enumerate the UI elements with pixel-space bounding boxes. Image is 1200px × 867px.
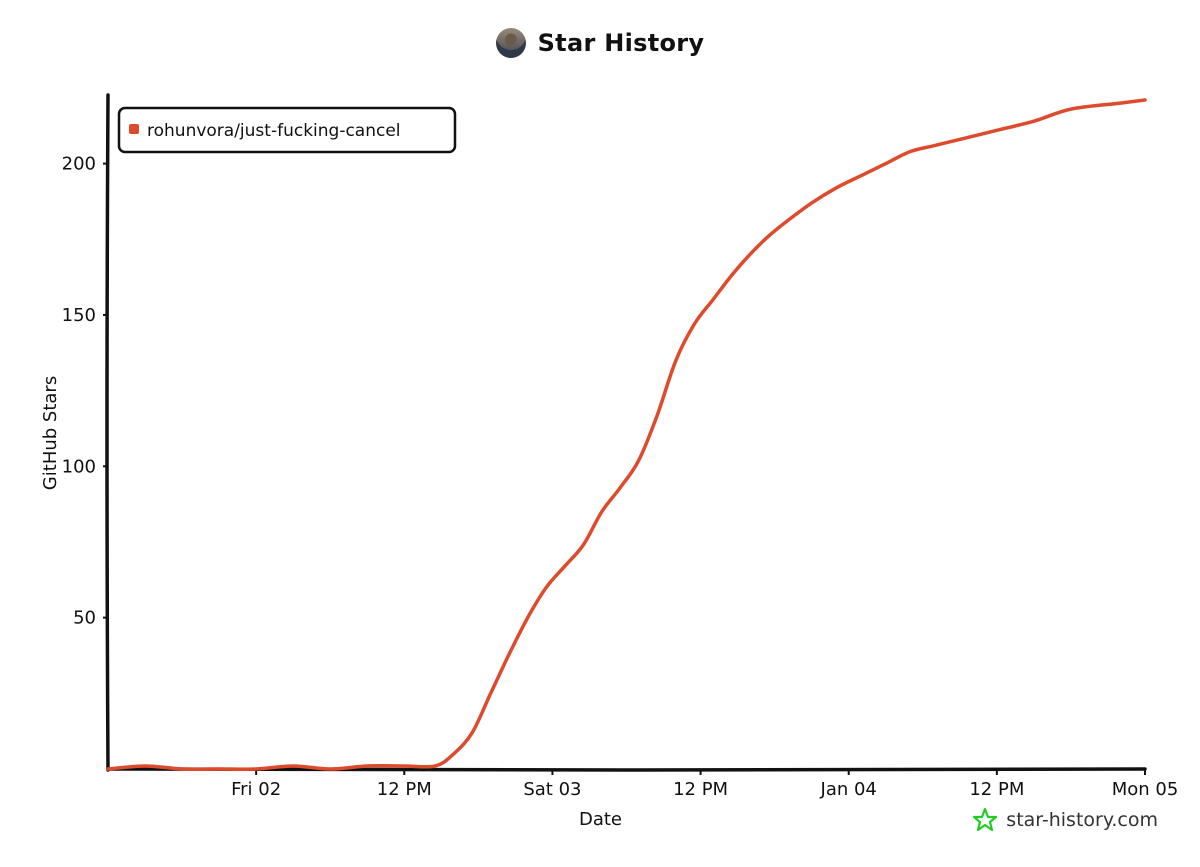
star-icon <box>973 807 998 832</box>
y-tick-label: 50 <box>73 608 96 629</box>
x-tick-label: Sat 03 <box>523 779 581 800</box>
x-tick-label: 12 PM <box>969 779 1024 800</box>
watermark[interactable]: star-history.com <box>972 807 1158 833</box>
x-axis-title: Date <box>579 809 622 830</box>
x-tick-label: Jan 04 <box>820 779 877 800</box>
legend-box <box>117 106 457 154</box>
series-line <box>106 98 1147 771</box>
y-tick-label: 150 <box>62 305 96 326</box>
x-tick-label: Mon 05 <box>1112 779 1179 800</box>
legend-label: rohunvora/just-fucking-cancel <box>147 121 401 141</box>
x-tick-label: 12 PM <box>377 779 432 800</box>
y-tick-label: 100 <box>62 456 96 477</box>
x-tick-label: Fri 02 <box>231 779 281 800</box>
user-avatar-icon <box>495 28 526 58</box>
watermark-text: star-history.com <box>1006 809 1158 831</box>
chart-title: Star History <box>537 29 705 57</box>
y-axis-title: GitHub Stars <box>40 376 61 490</box>
chart-header: Star History <box>0 28 1200 58</box>
y-axis-line <box>105 93 110 772</box>
legend-swatch <box>129 124 139 134</box>
y-tick-label: 200 <box>62 154 96 175</box>
x-tick-label: 12 PM <box>673 779 728 800</box>
